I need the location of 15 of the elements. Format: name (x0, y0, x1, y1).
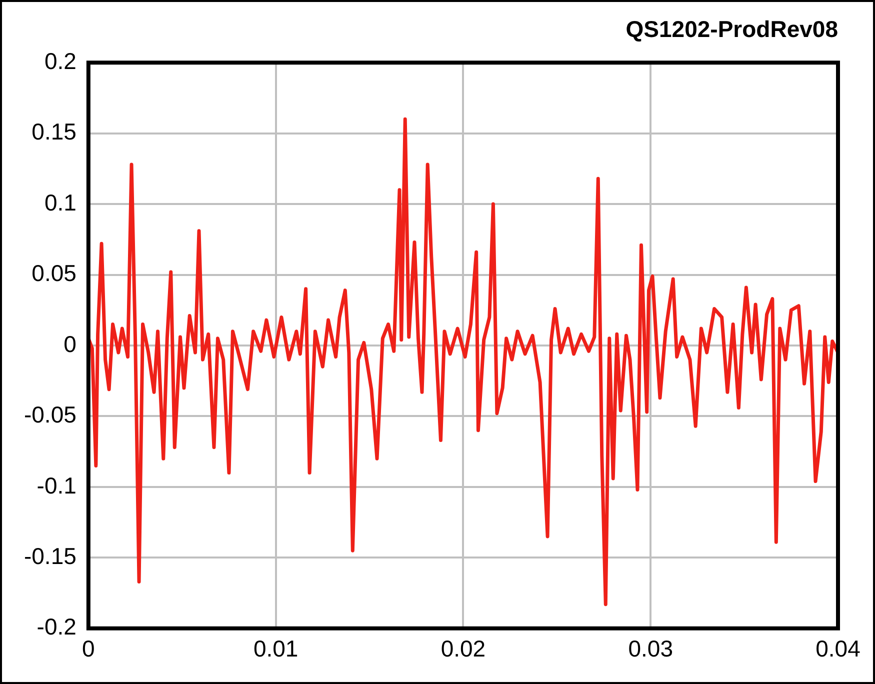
y-tick-label: -0.1 (36, 472, 76, 498)
x-tick-label: 0.02 (440, 636, 486, 662)
y-tick-label: -0.05 (24, 402, 76, 428)
y-tick-label: 0.1 (44, 189, 76, 216)
x-tick-label: 0.04 (816, 636, 861, 662)
y-tick-label: 0.05 (32, 260, 76, 286)
y-tick-label: 0.2 (44, 48, 76, 74)
y-tick-label: 0.15 (32, 118, 76, 145)
x-tick-label: 0.01 (253, 636, 298, 662)
y-tick-label: 0 (64, 330, 76, 357)
y-tick-label: -0.15 (24, 543, 76, 570)
x-tick-label: 0 (82, 636, 95, 662)
x-tick-label: 0.03 (628, 636, 673, 662)
y-tick-label: -0.2 (36, 614, 76, 640)
chart-title: QS1202-ProdRev08 (626, 16, 838, 42)
